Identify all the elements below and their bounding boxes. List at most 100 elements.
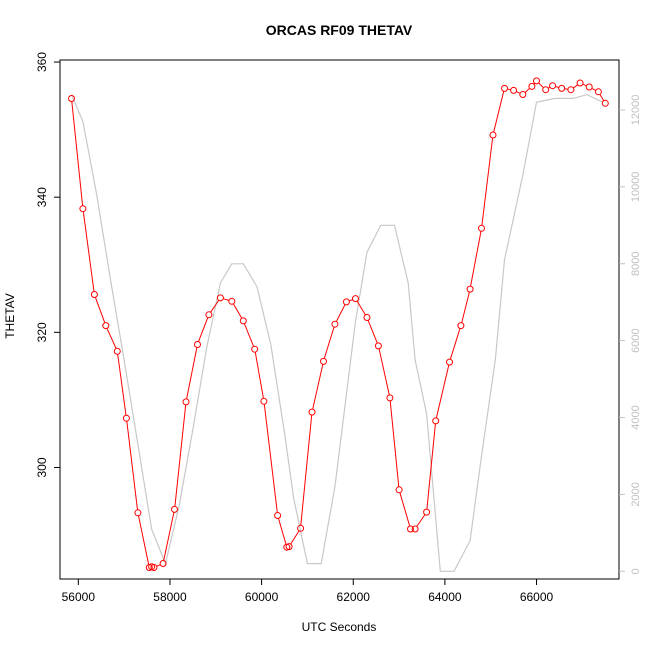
y2-tick-label: 8000 [630,252,642,276]
y2-tick-label: 6000 [630,328,642,352]
thetav-point [423,508,431,516]
thetav-line-segment [312,364,324,410]
thetav-line-segment [223,298,230,301]
thetav-point [251,345,259,353]
thetav-point [594,88,602,96]
thetav-line-segment [367,320,378,344]
thetav-point [478,224,485,232]
thetav-line-segment [555,86,559,88]
thetav-line-segment [335,304,346,322]
thetav-line-segment [94,297,106,323]
thetav-line-segment [232,303,243,319]
x-tick-label: 64000 [428,590,462,604]
x-tick-label: 58000 [153,590,187,604]
thetav-line-segment [117,354,127,416]
thetav-line-segment [516,91,521,94]
thetav-point [601,99,609,107]
thetav-line-segment [174,404,187,507]
thetav-point [528,82,536,90]
x-tick-label: 66000 [520,590,554,604]
thetav-line-segment [435,364,450,419]
thetav-line-segment [71,101,84,206]
series-layer [68,77,609,572]
thetav-point [228,297,236,305]
thetav-line-segment [263,404,278,513]
plot-frame [59,59,620,580]
thetav-point [466,285,474,293]
y2-tick-label: 4000 [630,405,642,429]
thetav-point [134,509,142,517]
thetav-point [363,314,371,321]
thetav-line-segment [591,87,596,91]
thetav-line-segment [573,84,578,89]
thetav-point [308,408,316,416]
thetav-line-segment [278,518,287,545]
thetav-point [542,86,550,94]
thetav-point [182,398,190,406]
thetav-line-segment [138,515,150,565]
thetav-line-segment [493,91,505,133]
thetav-line-segment [470,231,482,287]
chart-title: ORCAS RF09 THETAV [266,22,413,38]
thetav-line-segment [198,317,209,342]
thetav-line-segment [449,328,461,360]
thetav-line-segment [524,87,531,93]
thetav-point [342,298,350,306]
secondary-series-line [70,93,604,572]
axes: 56000 58000 60000 62000 64000 660003003203403… [35,52,642,604]
y-tick-label: 320 [35,322,49,342]
y-axis-label: THETAV [3,293,17,339]
thetav-line-segment [210,300,220,313]
thetav-point [519,91,527,98]
y2-tick-label: 10000 [630,172,642,203]
thetav-line-segment [416,514,426,527]
thetav-point [171,505,178,513]
x-tick-label: 56000 [62,590,96,604]
thetav-line-segment [399,492,411,527]
y2-tick-label: 0 [630,568,642,574]
thetav-point [411,525,419,533]
thetav-line-segment [186,347,198,400]
thetav-point [585,83,593,91]
thetav-line-segment [461,291,470,323]
thetav-point [501,84,508,92]
thetav-point [113,347,121,355]
thetav-point [159,560,167,567]
thetav-point [407,525,414,533]
thetav-line-segment [538,82,544,89]
thetav-point [489,131,497,139]
thetav-line-segment [389,400,400,487]
x-tick-label: 62000 [337,590,371,604]
thetav-line-segment [300,415,313,526]
thetav-point [285,543,293,551]
thetav-line-segment [378,348,390,396]
thetav-point [194,341,201,348]
thetav-point [205,311,213,319]
thetav-point [549,82,557,90]
thetav-line-segment [599,94,605,101]
thetav-point [395,486,403,494]
thetav-line-segment [507,88,511,91]
y-tick-label: 300 [35,457,49,477]
thetav-line-segment [254,352,264,399]
thetav-line-segment [564,88,568,90]
thetav-point [260,397,268,405]
thetav-point [122,414,130,422]
thetav-line-segment [163,512,175,561]
thetav-point [374,342,382,350]
thetav-line-segment [156,564,161,567]
thetav-point [102,322,110,330]
thetav-point [576,79,584,87]
thetav-point [320,357,327,365]
thetav-point [352,295,359,303]
thetav-point [216,294,224,302]
thetav-point [533,77,540,85]
thetav-line-segment [126,421,138,510]
thetav-point [446,358,453,366]
thetav-line-segment [243,323,255,347]
thetav-point [79,205,87,213]
thetav-point [457,322,465,330]
y-tick-label: 360 [35,52,49,72]
x-tick-label: 60000 [245,590,279,604]
